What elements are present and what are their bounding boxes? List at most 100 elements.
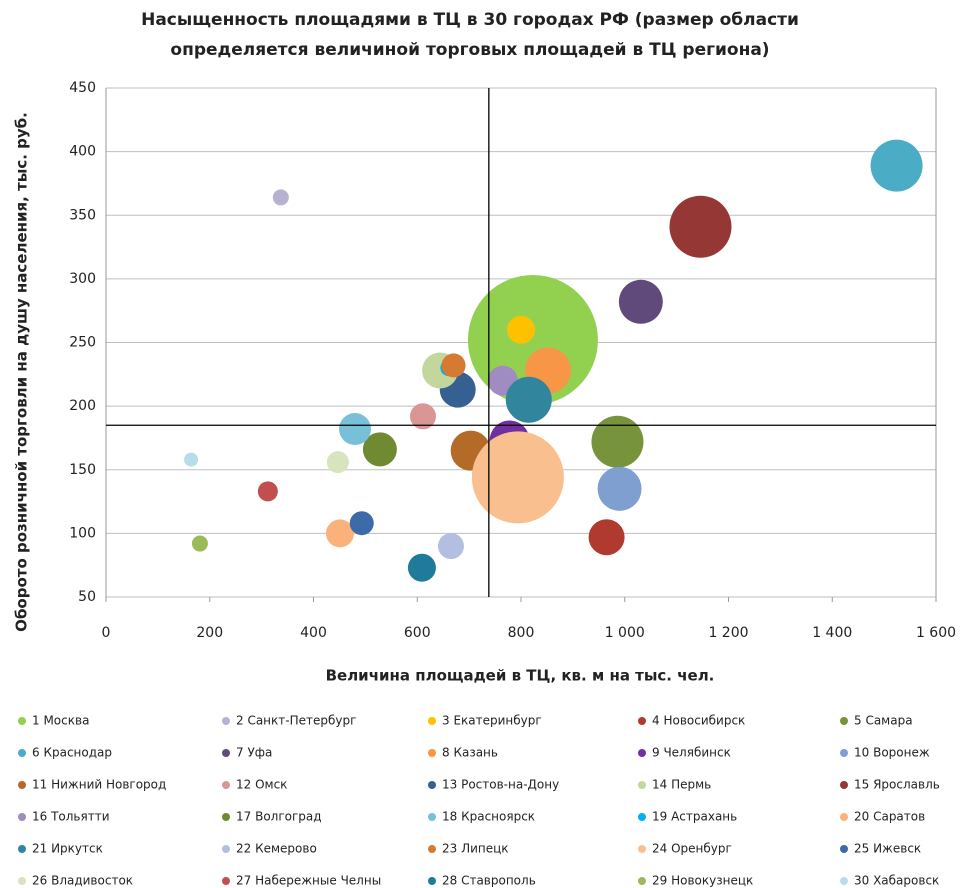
y-tick-label: 250 — [69, 335, 96, 351]
legend-marker — [18, 781, 26, 789]
x-tick-label: 0 — [102, 625, 111, 641]
bubble — [325, 519, 354, 548]
bubble — [349, 511, 374, 536]
bubble — [441, 353, 466, 378]
legend-label: 16 Тольятти — [32, 810, 110, 824]
legend-marker — [18, 717, 26, 725]
legend-label: 20 Саратов — [854, 810, 925, 824]
y-tick-label: 100 — [69, 525, 96, 541]
bubble — [669, 195, 732, 258]
y-tick-label: 400 — [69, 144, 96, 160]
x-tick-label: 600 — [404, 625, 431, 641]
legend-marker — [638, 781, 646, 789]
legend-marker — [18, 813, 26, 821]
legend-label: 8 Казань — [442, 746, 498, 760]
legend-label: 2 Санкт-Петербург — [236, 714, 356, 728]
legend-label: 22 Кемерово — [236, 842, 317, 856]
bubble — [326, 451, 349, 474]
legend-label: 30 Хабаровск — [854, 874, 939, 888]
legend-marker — [840, 749, 848, 757]
legend-label: 13 Ростов-на-Дону — [442, 778, 559, 792]
x-tick-label: 1 000 — [605, 625, 645, 641]
legend-marker — [222, 877, 230, 885]
legend-label: 15 Ярославль — [854, 778, 940, 792]
legend-label: 4 Новосибирск — [652, 714, 745, 728]
legend-marker — [840, 877, 848, 885]
x-tick-label: 1 400 — [812, 625, 852, 641]
legend-marker — [638, 749, 646, 757]
legend-marker — [428, 749, 436, 757]
bubble — [597, 466, 642, 511]
legend-label: 21 Иркутск — [32, 842, 103, 856]
legend-label: 27 Набережные Челны — [236, 874, 381, 888]
legend-label: 28 Ставрополь — [442, 874, 536, 888]
legend-marker — [428, 813, 436, 821]
bubble — [471, 431, 564, 524]
legend-label: 9 Челябинск — [652, 746, 731, 760]
chart-title: определяется величиной торговых площадей… — [170, 40, 769, 60]
legend-marker — [840, 717, 848, 725]
legend-marker — [18, 845, 26, 853]
legend-marker — [222, 781, 230, 789]
legend-marker — [18, 749, 26, 757]
x-tick-label: 1 200 — [708, 625, 748, 641]
legend-label: 7 Уфа — [236, 746, 272, 760]
legend-marker — [222, 813, 230, 821]
legend-marker — [638, 845, 646, 853]
bubble — [437, 533, 464, 560]
bubble — [184, 452, 199, 467]
legend-label: 5 Самара — [854, 714, 913, 728]
bubble — [339, 413, 371, 446]
y-tick-label: 350 — [69, 207, 96, 223]
bubble — [507, 315, 535, 344]
legend-marker — [428, 717, 436, 725]
bubble — [362, 432, 397, 467]
legend-label: 10 Воронеж — [854, 746, 930, 760]
y-tick-label: 50 — [78, 589, 96, 605]
legend-marker — [840, 781, 848, 789]
legend-marker — [428, 877, 436, 885]
legend-label: 23 Липецк — [442, 842, 509, 856]
legend-marker — [840, 845, 848, 853]
x-tick-label: 1 600 — [916, 625, 956, 641]
y-tick-label: 150 — [69, 462, 96, 478]
legend-label: 1 Москва — [32, 714, 89, 728]
legend-label: 18 Красноярск — [442, 810, 535, 824]
y-tick-label: 200 — [69, 398, 96, 414]
bubble — [272, 189, 289, 206]
legend-marker — [18, 877, 26, 885]
x-axis-label: Величина площадей в ТЦ, кв. м на тыс. че… — [326, 667, 715, 685]
bubble — [591, 415, 644, 468]
legend-label: 6 Краснодар — [32, 746, 112, 760]
legend-label: 11 Нижний Новгород — [32, 778, 166, 792]
bubble — [505, 376, 552, 423]
legend-marker — [638, 877, 646, 885]
legend-label: 12 Омск — [236, 778, 287, 792]
legend-marker — [638, 717, 646, 725]
bubble — [257, 481, 278, 502]
bubble — [407, 553, 436, 582]
bubble — [618, 279, 663, 324]
legend-marker — [428, 845, 436, 853]
legend-marker — [222, 845, 230, 853]
x-tick-label: 200 — [196, 625, 223, 641]
legend-label: 14 Пермь — [652, 778, 711, 792]
legend-marker — [222, 749, 230, 757]
x-tick-label: 400 — [300, 625, 327, 641]
bubble — [870, 139, 923, 192]
legend-label: 24 Оренбург — [652, 842, 732, 856]
legend-marker — [428, 781, 436, 789]
legend-marker — [222, 717, 230, 725]
bubble — [409, 403, 436, 430]
legend-marker — [840, 813, 848, 821]
bubble — [588, 519, 625, 556]
x-tick-label: 800 — [508, 625, 535, 641]
legend-label: 3 Екатеринбург — [442, 714, 542, 728]
legend-label: 17 Волгоград — [236, 810, 322, 824]
legend-label: 25 Ижевск — [854, 842, 921, 856]
chart-title: Насыщенность площадями в ТЦ в 30 городах… — [141, 10, 799, 30]
legend-label: 29 Новокузнецк — [652, 874, 753, 888]
y-axis-label: Оборото розничной торговли на душу насел… — [13, 112, 31, 632]
y-tick-label: 300 — [69, 271, 96, 287]
